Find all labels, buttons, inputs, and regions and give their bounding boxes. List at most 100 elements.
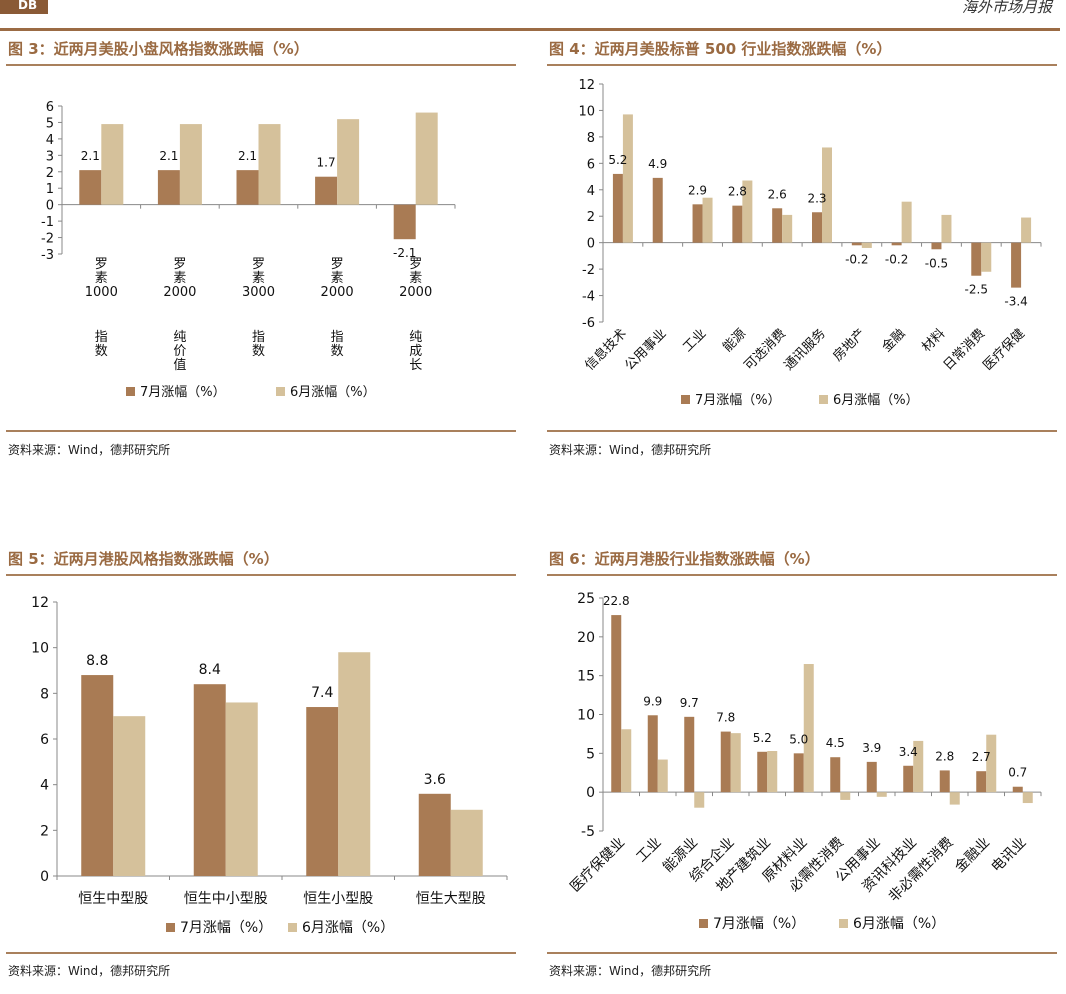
figure-6-title: 图 6：近两月港股行业指数涨跌幅（%）: [549, 550, 820, 568]
bar-jul: [81, 675, 114, 876]
bar-jun: [803, 664, 814, 793]
bar-jun: [113, 716, 146, 876]
y-tick-label: 5: [46, 116, 54, 131]
x-tick-label: 通讯服务: [781, 326, 829, 374]
figure-6-bottom-rule: [547, 952, 1057, 954]
y-tick-label: 0: [46, 199, 54, 214]
y-tick-label: 5: [586, 746, 595, 762]
data-label: 9.7: [680, 696, 699, 710]
bar-jul: [692, 204, 703, 243]
data-label: 7.4: [311, 685, 333, 701]
legend-swatch-jul: [126, 387, 135, 396]
data-label: 3.6: [424, 772, 446, 788]
x-tick-label: 金融: [879, 326, 909, 356]
data-label: 2.9: [688, 183, 707, 197]
legend-swatch-jul: [699, 919, 708, 928]
data-label: 1.7: [317, 156, 336, 170]
x-tick-label: 罗素 3000 指数: [242, 257, 275, 359]
legend-label-jul: 7月涨幅（%）: [695, 393, 781, 408]
legend-label-jul: 7月涨幅（%）: [180, 920, 272, 936]
bar-jul: [315, 176, 338, 205]
data-label: 2.1: [238, 149, 257, 163]
bar-jul: [866, 761, 877, 793]
bar-jul: [306, 707, 339, 876]
legend-label-jun: 6月涨幅（%）: [833, 393, 919, 408]
data-label: 2.8: [728, 185, 747, 199]
data-label: -0.5: [925, 256, 948, 270]
bar-jul: [393, 204, 416, 240]
x-tick-label: 罗素 1000 指数: [85, 257, 118, 359]
y-tick-label: 12: [31, 595, 49, 611]
y-tick-label: 8: [40, 686, 49, 702]
figure-4-bottom-rule: [547, 430, 1057, 432]
data-label: -0.2: [885, 252, 908, 266]
y-tick-label: 3: [46, 149, 54, 164]
data-label: -2.5: [965, 283, 988, 297]
x-tick-label: 金融业: [952, 835, 993, 876]
legend-swatch-jul: [166, 923, 175, 932]
bar-jul: [830, 757, 841, 793]
data-label: 3.4: [899, 745, 918, 759]
bar-jul: [757, 751, 768, 793]
figure-6-source: 资料来源：Wind，德邦研究所: [549, 964, 712, 978]
x-tick-label: 信息技术: [582, 326, 630, 374]
data-label: 4.5: [826, 736, 845, 750]
figure-4-source: 资料来源：Wind，德邦研究所: [549, 443, 712, 457]
x-tick-label: 工业: [680, 326, 709, 355]
bar-jun: [913, 740, 924, 793]
legend-label-jun: 6月涨幅（%）: [290, 385, 376, 400]
x-tick-label: 罗素 2000 指数: [321, 257, 354, 359]
bar-jun: [1022, 792, 1033, 804]
data-label: -2.1: [393, 246, 416, 260]
bar-jun: [861, 242, 872, 248]
bar-jul: [903, 765, 914, 793]
figure-5-source: 资料来源：Wind，德邦研究所: [8, 964, 171, 978]
bar-jun: [981, 242, 992, 272]
header-divider: [0, 28, 1060, 31]
x-tick-label: 恒生中小型股: [184, 891, 268, 907]
figure-3-top-rule: [6, 64, 516, 66]
bar-jun: [657, 759, 668, 793]
bar-jun: [225, 702, 258, 876]
y-tick-label: -3: [41, 248, 54, 263]
figure-3-chart: -3-2 -10 12 34 56 2.1 罗素 1000 指数 2.1 罗素 2000 纯价值 2.1 罗…: [41, 100, 456, 400]
legend-swatch-jun: [819, 395, 828, 404]
figure-6-top-rule: [547, 574, 1057, 576]
bar-jul: [236, 170, 259, 205]
data-label: -0.2: [845, 252, 868, 266]
x-tick-label: 电讯业: [989, 835, 1030, 876]
bar-jun: [986, 734, 997, 793]
bar-jul: [732, 205, 743, 243]
legend-label-jun: 6月涨幅（%）: [302, 920, 394, 936]
figure-3-bottom-rule: [6, 430, 516, 432]
data-label: 22.8: [603, 594, 630, 608]
y-tick-label: 6: [46, 100, 54, 115]
y-tick-label: 8: [587, 131, 595, 146]
y-tick-label: 10: [578, 104, 595, 119]
bar-jul: [772, 208, 783, 243]
bar-jul: [612, 173, 623, 243]
figure-5-top-rule: [6, 574, 516, 576]
y-tick-label: -2: [41, 232, 54, 247]
bar-jun: [337, 119, 360, 205]
bar-jun: [767, 751, 778, 793]
bar-jul: [851, 242, 862, 246]
data-label: 2.6: [768, 187, 787, 201]
bar-jul: [684, 716, 695, 793]
y-tick-label: 0: [40, 869, 49, 885]
y-tick-label: 2: [40, 823, 49, 839]
x-tick-label: 日常消费: [941, 326, 988, 373]
bar-jun: [338, 652, 371, 876]
bar-jul: [193, 684, 226, 876]
y-tick-label: -6: [582, 316, 595, 331]
x-tick-label: 恒生小型股: [303, 891, 373, 907]
data-label: 5.0: [789, 732, 808, 746]
y-tick-label: 15: [577, 669, 595, 685]
bar-jun: [1021, 217, 1032, 243]
y-tick-label: 2: [587, 210, 595, 225]
x-tick-label: 房地产: [830, 326, 869, 365]
bar-jun: [730, 733, 741, 793]
data-label: 2.7: [972, 750, 991, 764]
bar-jul: [793, 753, 804, 793]
